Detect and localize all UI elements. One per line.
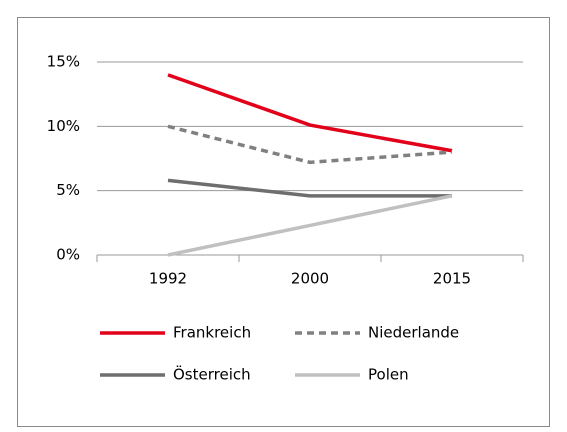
- series-line: [167, 124, 453, 165]
- x-tick-label: 1992: [149, 270, 187, 288]
- y-tick-label: 5%: [56, 181, 80, 199]
- y-tick-label: 10%: [47, 117, 80, 135]
- x-tick-label: 2000: [291, 270, 329, 288]
- y-tick-label: 15%: [47, 53, 80, 71]
- series-line: [167, 178, 452, 198]
- legend-label: Österreich: [173, 365, 251, 384]
- legend-label: Niederlande: [368, 324, 459, 342]
- legend-label: Polen: [368, 366, 409, 384]
- legend-label: Frankreich: [173, 324, 251, 342]
- series-line: [167, 194, 453, 257]
- x-tick-label: 2015: [433, 270, 471, 288]
- y-tick-label: 0%: [56, 246, 80, 264]
- series-line: [167, 73, 453, 153]
- chart-frame: [17, 17, 550, 427]
